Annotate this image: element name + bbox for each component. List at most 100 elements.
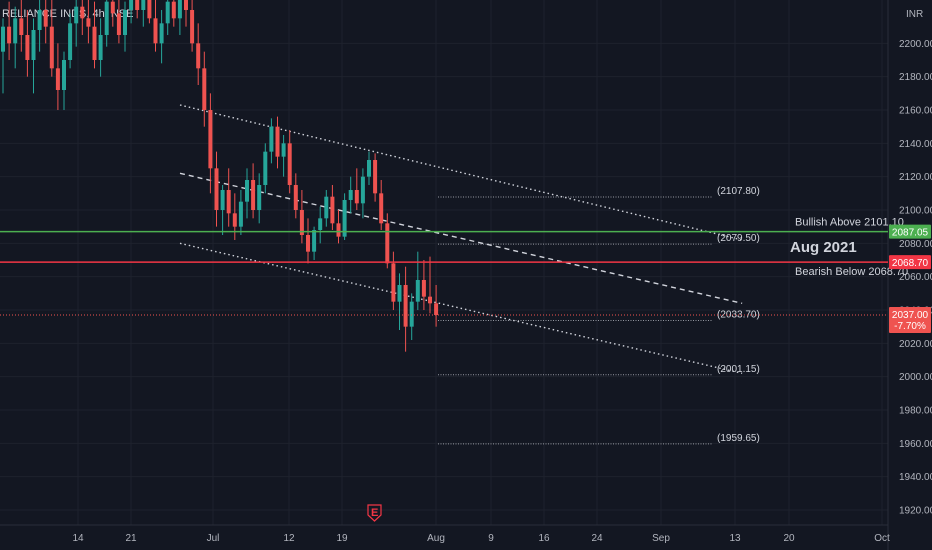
- x-tick-label: Oct: [874, 533, 890, 544]
- candle-body: [147, 0, 152, 19]
- y-tick-label: 2080.00: [899, 239, 932, 250]
- y-tick-label: 2100.00: [899, 206, 932, 217]
- candle-body: [348, 190, 353, 200]
- y-tick-label: 1960.00: [899, 439, 932, 450]
- y-tick-label: 2140.00: [899, 139, 932, 150]
- candle-body: [49, 26, 54, 69]
- earnings-marker[interactable]: E: [367, 504, 382, 522]
- candle-body: [25, 35, 30, 60]
- y-axis: INR 1920.00 1940.00 1960.00 1980.00 2000.00 2…: [899, 9, 932, 517]
- candle-body: [190, 10, 195, 44]
- candle-body: [31, 30, 36, 60]
- y-tick-label: 2020.00: [899, 339, 932, 350]
- bull-price-tag-bg: [889, 224, 931, 239]
- x-tick-label: 16: [538, 533, 550, 544]
- candle-body: [257, 185, 262, 210]
- candle-body: [385, 223, 390, 264]
- candle-body: [434, 303, 439, 315]
- channel-line: [179, 104, 743, 241]
- candle-body: [1, 26, 5, 52]
- candle-body: [318, 218, 323, 230]
- candle-body: [208, 110, 213, 169]
- y-tick-label: 1920.00: [899, 506, 932, 517]
- bear-price-tag-text: 2068.70: [892, 258, 929, 269]
- y-tick-label: 2160.00: [899, 106, 932, 117]
- last-price-tag-text: 2037.00: [892, 310, 929, 321]
- candle-body: [367, 160, 371, 177]
- x-tick-label: 9: [488, 533, 494, 544]
- y-tick-label: 1980.00: [899, 406, 932, 417]
- candle-body: [135, 0, 140, 10]
- candle-body: [43, 10, 48, 27]
- candle-body: [116, 13, 121, 36]
- candle-body: [37, 10, 42, 30]
- candle-body: [336, 223, 341, 237]
- candle-body: [74, 6, 79, 24]
- x-tick-label: 14: [72, 533, 84, 544]
- candle-body: [415, 280, 420, 302]
- last-price-tag-text: -7.70%: [894, 321, 926, 332]
- candle-body: [55, 68, 60, 90]
- x-tick-label: Jul: [207, 533, 220, 544]
- grid: [0, 0, 889, 550]
- candle-body: [421, 280, 426, 297]
- bear-price-tag-bg: [889, 255, 931, 270]
- bull-level-annotation: Bullish Above 2101.10: [795, 217, 904, 229]
- candle-body: [245, 180, 249, 202]
- y-tick-label: 2000.00: [899, 372, 932, 383]
- candle-body: [379, 193, 384, 224]
- candle-body: [232, 213, 237, 227]
- channel-line: [179, 172, 743, 305]
- candle-body: [281, 143, 286, 157]
- candle-body: [403, 285, 408, 327]
- candle-body: [80, 6, 85, 19]
- candle-body: [360, 176, 365, 204]
- last-price-tag-bg: [889, 307, 931, 333]
- candle-body: [306, 235, 310, 252]
- candle-body: [409, 301, 414, 327]
- candles: [1, 0, 439, 352]
- candle-body: [68, 23, 73, 60]
- candle-body: [354, 190, 359, 204]
- x-axis: 14 21 Jul 12 19 Aug 9 16 24 Sep 13 20 Oct: [72, 533, 890, 544]
- y-tick-label: 2120.00: [899, 172, 932, 183]
- candle-body: [159, 23, 164, 44]
- candle-body: [98, 35, 103, 60]
- candle-body: [397, 285, 402, 302]
- candle-body: [92, 26, 97, 61]
- candle-body: [104, 1, 109, 35]
- candle-body: [153, 18, 158, 44]
- earnings-marker-label: E: [371, 507, 378, 519]
- key-levels: Bullish Above 2101.10 Bearish Below 2068.…: [0, 217, 908, 316]
- target-label: (2079.50): [717, 233, 760, 244]
- target-label: (1959.65): [717, 433, 760, 444]
- candle-body: [86, 18, 91, 27]
- channel-lines: [179, 104, 743, 375]
- y-tick-label: 2200.00: [899, 39, 932, 50]
- y-tick-label: 2060.00: [899, 272, 932, 283]
- candle-body: [184, 0, 188, 10]
- currency-label: INR: [906, 9, 923, 20]
- chart-title: RELIANCE INDS, 4h, NSE: [2, 8, 134, 20]
- candle-body: [177, 0, 182, 19]
- candle-body: [13, 18, 18, 44]
- candle-body: [299, 210, 304, 235]
- candle-body: [342, 200, 347, 237]
- candle-body: [165, 1, 170, 24]
- candle-body: [214, 168, 219, 210]
- target-label: (2107.80): [717, 186, 760, 197]
- x-tick-label: 20: [783, 533, 795, 544]
- period-annotation: Aug 2021: [790, 239, 857, 256]
- y-tick-label: 1940.00: [899, 472, 932, 483]
- candle-body: [287, 143, 292, 185]
- candle-body: [110, 1, 115, 14]
- candle-body: [123, 10, 127, 35]
- candle-body: [263, 151, 268, 185]
- target-label: (2001.15): [717, 364, 760, 375]
- candle-body: [428, 296, 432, 304]
- candle-body: [330, 196, 335, 224]
- channel-line: [179, 242, 743, 375]
- y-tick-label: 2180.00: [899, 72, 932, 83]
- candle-body: [391, 263, 396, 302]
